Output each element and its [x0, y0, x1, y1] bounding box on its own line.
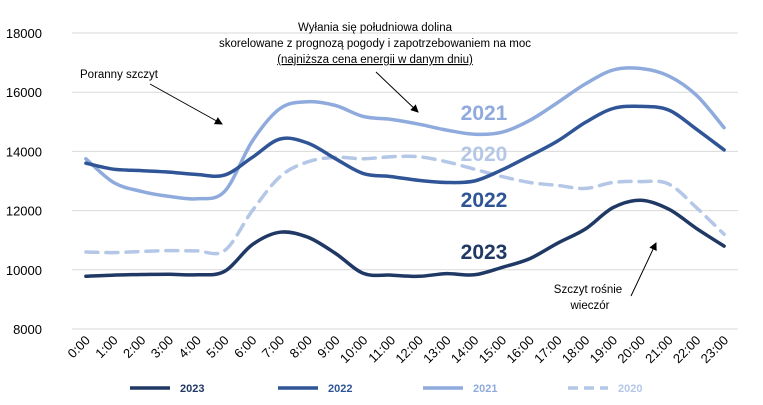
legend-label-2020: 2020	[618, 383, 642, 395]
x-tick-label: 11:00	[365, 333, 398, 366]
legend-label-2022: 2022	[328, 383, 352, 395]
series-label-2020: 2020	[461, 143, 508, 166]
x-tick-label: 10:00	[337, 333, 371, 367]
annotation-valley-line1: Wyłania się południowa dolina	[298, 22, 453, 34]
x-tick-label: 14:00	[448, 333, 482, 367]
y-tick-label: 12000	[6, 204, 42, 219]
x-axis-tick-labels: 0:00 1:00 2:00 3:00 4:00 5:00 6:00 7:00 8:00 9:00…	[64, 333, 731, 367]
x-tick-label: 19:00	[587, 333, 621, 367]
x-tick-label: 5:00	[203, 333, 232, 362]
arrow-valley	[375, 71, 419, 113]
annotation-morning-peak: Poranny szczyt	[80, 69, 159, 81]
annotations: Poranny szczyt Wyłania się południowa do…	[80, 22, 657, 312]
gridlines	[72, 32, 738, 330]
x-tick-label: 20:00	[614, 333, 648, 367]
x-tick-label: 4:00	[175, 333, 204, 362]
x-tick-label: 3:00	[148, 333, 177, 362]
x-tick-label: 17:00	[531, 333, 565, 367]
legend-label-2023: 2023	[180, 383, 204, 395]
annotation-valley-line3: (najniższa cena energii w danym dniu)	[277, 54, 473, 66]
y-tick-label: 16000	[6, 85, 42, 100]
x-tick-label: 1:00	[92, 333, 121, 362]
x-tick-label: 21:00	[642, 333, 676, 367]
series-line-2023	[84, 198, 726, 279]
y-tick-label: 8000	[13, 322, 42, 337]
series-label-2021: 2021	[461, 102, 508, 125]
y-tick-label: 14000	[6, 144, 42, 159]
series-lines	[84, 66, 726, 279]
x-tick-label: 7:00	[259, 333, 288, 362]
y-axis-tick-labels: 8000 10000 12000 14000 16000 18000	[6, 26, 42, 337]
arrow-morning-peak	[149, 83, 223, 125]
x-tick-label: 6:00	[231, 333, 260, 362]
x-tick-label: 18:00	[559, 333, 593, 367]
x-tick-label: 16:00	[503, 333, 537, 367]
series-line-2020	[84, 154, 726, 256]
annotation-evening-line1: Szczyt rośnie	[554, 284, 622, 296]
arrow-evening	[630, 242, 657, 297]
annotation-evening-line2: wieczór	[570, 300, 610, 312]
x-tick-label: 8:00	[286, 333, 315, 362]
x-tick-label: 12:00	[392, 333, 426, 367]
x-tick-label: 13:00	[420, 333, 454, 367]
y-tick-label: 10000	[6, 263, 42, 278]
series-labels: 2021 2020 2022 2023	[461, 102, 508, 264]
y-tick-label: 18000	[6, 26, 42, 41]
series-line-2021	[84, 66, 726, 201]
x-tick-label: 0:00	[64, 333, 93, 362]
legend: 2023 2022 2021 2020	[130, 383, 642, 395]
x-tick-label: 15:00	[476, 333, 510, 367]
series-label-2023: 2023	[461, 241, 508, 264]
x-tick-label: 22:00	[670, 333, 704, 367]
x-tick-label: 23:00	[698, 333, 732, 367]
series-line-2022	[84, 104, 726, 185]
annotation-valley-line2: skorelowane z prognozą pogody i zapotrze…	[219, 38, 531, 50]
legend-label-2021: 2021	[473, 383, 497, 395]
x-tick-label: 2:00	[120, 333, 149, 362]
series-label-2022: 2022	[461, 189, 508, 212]
